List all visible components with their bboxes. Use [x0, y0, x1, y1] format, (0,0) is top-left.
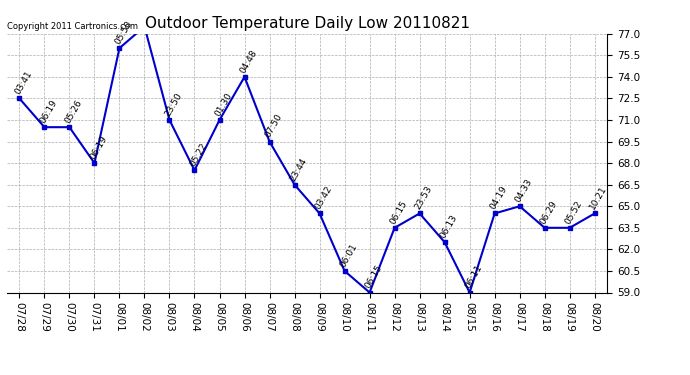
Text: 06:15: 06:15 — [363, 263, 384, 290]
Text: 07:50: 07:50 — [263, 112, 284, 140]
Text: 21:13: 21:13 — [0, 374, 1, 375]
Text: 05:52: 05:52 — [563, 199, 584, 226]
Text: 06:29: 06:29 — [538, 199, 559, 226]
Text: 10:21: 10:21 — [588, 184, 609, 211]
Title: Outdoor Temperature Daily Low 20110821: Outdoor Temperature Daily Low 20110821 — [144, 16, 470, 31]
Text: Copyright 2011 Cartronics.com: Copyright 2011 Cartronics.com — [7, 22, 138, 31]
Text: 23:53: 23:53 — [413, 184, 434, 211]
Text: 04:19: 04:19 — [488, 184, 509, 211]
Text: 01:30: 01:30 — [213, 91, 234, 118]
Text: 03:42: 03:42 — [313, 184, 334, 211]
Text: 05:50: 05:50 — [113, 19, 134, 46]
Text: 06:19: 06:19 — [88, 134, 108, 161]
Text: 06:13: 06:13 — [438, 213, 459, 240]
Text: 03:41: 03:41 — [13, 69, 34, 96]
Text: 04:48: 04:48 — [238, 48, 259, 75]
Text: 04:33: 04:33 — [513, 177, 534, 204]
Text: 06:15: 06:15 — [388, 199, 408, 226]
Text: 05:26: 05:26 — [63, 98, 83, 125]
Text: 06:11: 06:11 — [463, 263, 484, 290]
Text: 23:50: 23:50 — [163, 91, 184, 118]
Text: 05:22: 05:22 — [188, 141, 208, 168]
Text: 23:44: 23:44 — [288, 156, 308, 183]
Text: 06:01: 06:01 — [338, 242, 359, 269]
Text: 06:19: 06:19 — [38, 98, 59, 125]
